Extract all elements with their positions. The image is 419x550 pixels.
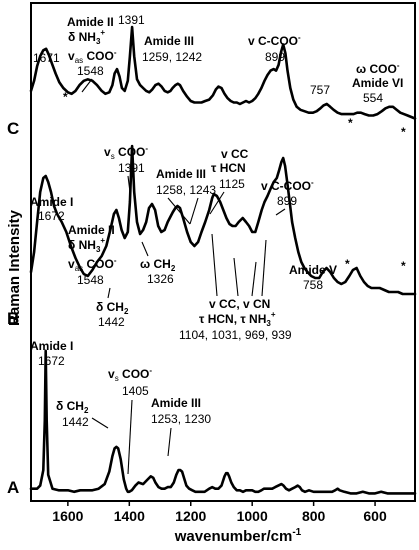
- leader-b-vs: [127, 175, 131, 193]
- label-c-1391: 1391: [118, 13, 145, 27]
- panel-label-c: C: [7, 119, 19, 138]
- leader-b-amide3-a: [167, 197, 191, 225]
- x-tick-label: 800: [302, 508, 326, 524]
- label-c-star3: *: [401, 125, 406, 139]
- leader-b-multi-2: [233, 257, 239, 297]
- label-b-vcc: v CC: [221, 147, 249, 161]
- label-b-star1: *: [345, 257, 350, 271]
- leader-b-multi-1: [211, 233, 218, 297]
- label-b-1391: 1391: [118, 161, 145, 175]
- y-axis-title: Raman Intensity: [6, 209, 23, 326]
- x-axis-ticks: 1600 1400 1200 1000 800 600: [52, 501, 387, 524]
- leader-c-vas: [81, 78, 93, 93]
- label-a-vs-coo: vs COO-: [108, 366, 152, 383]
- leader-b-dch2: [107, 287, 111, 299]
- label-b-dch2: δ CH2: [96, 300, 129, 316]
- label-b-star2: *: [401, 259, 406, 273]
- label-c-vas-coo: vas COO-: [68, 48, 117, 65]
- label-b-dnh3: δ NH3+: [68, 236, 105, 254]
- label-b-multi1: v CC, v CN: [209, 297, 270, 311]
- label-b-1326: 1326: [147, 272, 174, 286]
- label-c-amide3: Amide III: [144, 34, 194, 48]
- spectra-traces: [29, 25, 417, 495]
- label-c-1671: 1671: [33, 51, 60, 65]
- label-b-1548: 1548: [77, 273, 104, 287]
- x-tick-label: 1400: [114, 508, 145, 524]
- panel-label-b: B: [7, 309, 19, 328]
- label-b-758: 758: [303, 278, 323, 292]
- plot-frame: [30, 2, 416, 502]
- label-a-dch2: δ CH2: [56, 399, 89, 415]
- label-c-1548: 1548: [77, 64, 104, 78]
- leader-b-multi-3: [251, 261, 257, 297]
- leader-a-dch2: [91, 417, 109, 429]
- leader-b-wch2: [141, 241, 149, 257]
- x-axis-title: wavenumber/cm-1: [174, 527, 302, 545]
- x-tick-label: 1000: [237, 508, 268, 524]
- spectrum-trace-b: [29, 144, 417, 296]
- label-c-amide6: Amide VI: [352, 76, 403, 90]
- label-b-wch2: ω CH2: [140, 257, 176, 273]
- spectrum-trace-c: [29, 25, 417, 120]
- label-a-1442: 1442: [62, 415, 89, 429]
- label-c-1259: 1259, 1242: [142, 50, 202, 64]
- label-b-899: 899: [277, 194, 297, 208]
- x-tick-label: 1200: [175, 508, 206, 524]
- label-a-1253: 1253, 1230: [151, 412, 211, 426]
- label-c-757: 757: [310, 83, 330, 97]
- panel-label-a: A: [7, 478, 19, 497]
- label-a-amide3: Amide III: [151, 396, 201, 410]
- label-b-thcn: τ HCN: [211, 161, 246, 175]
- label-b-vs-coo: vs COO-: [104, 144, 148, 161]
- label-b-amide2: Amide II: [68, 223, 115, 237]
- label-b-1258: 1258, 1243: [156, 183, 216, 197]
- spectrum-trace-a: [29, 349, 417, 495]
- label-b-amide3: Amide III: [156, 167, 206, 181]
- leader-b-multi-4: [261, 239, 267, 297]
- label-c-vccoo: v C-COO-: [248, 33, 301, 48]
- label-b-vas-coo: vas COO-: [68, 256, 117, 273]
- label-c-star1: *: [63, 90, 68, 104]
- label-c-star2: *: [348, 116, 353, 130]
- label-b-vccoo: v C-COO-: [261, 178, 314, 193]
- leader-a-amide3: [167, 427, 172, 457]
- label-c-wcoo: ω COO-: [356, 61, 400, 76]
- label-b-1125: 1125: [219, 177, 245, 191]
- x-tick-label: 600: [363, 508, 387, 524]
- label-a-amide1: Amide I: [30, 339, 73, 353]
- leader-b-amide3-b: [189, 197, 199, 225]
- leader-lines: [81, 78, 286, 475]
- label-c-554: 554: [363, 91, 383, 105]
- label-b-amide1: Amide I: [30, 195, 73, 209]
- label-b-1442: 1442: [98, 315, 125, 329]
- label-b-1672: 1672: [38, 209, 65, 223]
- label-b-multi2: τ HCN, τ NH3+: [199, 310, 276, 328]
- leader-b-vccoo: [275, 208, 286, 216]
- label-a-1405: 1405: [122, 384, 149, 398]
- label-c-amide2: Amide II: [67, 15, 114, 29]
- x-tick-label: 1600: [52, 508, 83, 524]
- label-c-dnh3: δ NH3+: [68, 28, 105, 46]
- label-c-899: 899: [265, 50, 285, 64]
- label-b-amide5: Amide V: [289, 263, 337, 277]
- label-a-1672: 1672: [38, 354, 65, 368]
- leader-a-vs: [127, 399, 133, 475]
- leader-b-vcc: [209, 191, 225, 215]
- label-b-multi3: 1104, 1031, 969, 939: [179, 328, 292, 342]
